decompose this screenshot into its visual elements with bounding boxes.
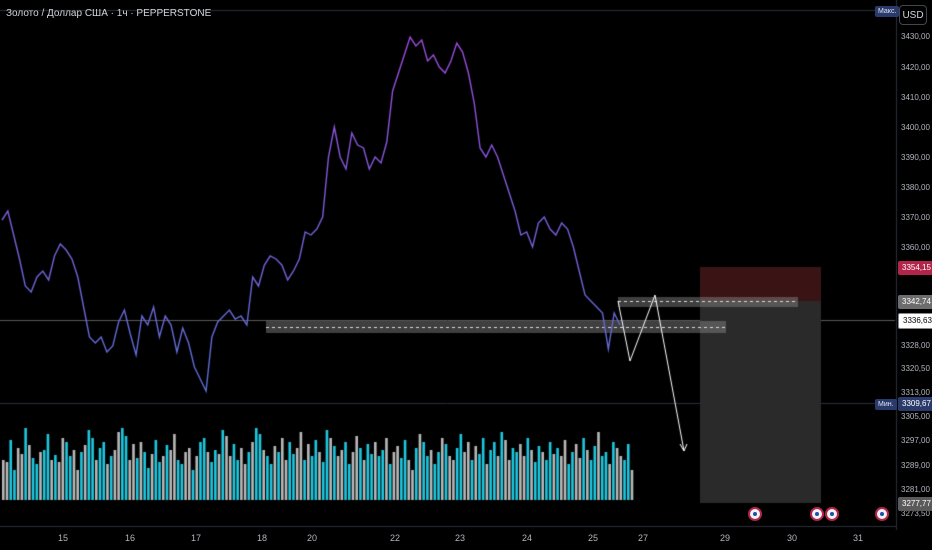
economic-event-icon[interactable] bbox=[810, 507, 824, 521]
price-tick: 3380,00 bbox=[901, 183, 930, 192]
min-price-tag: 3309,67 bbox=[898, 397, 932, 411]
date-tick: 20 bbox=[306, 533, 318, 543]
price-tick: 3281,00 bbox=[901, 485, 930, 494]
price-tick: 3289,00 bbox=[901, 461, 930, 470]
economic-event-icon[interactable] bbox=[748, 507, 762, 521]
max-price-label: Макс. bbox=[875, 6, 900, 17]
stop-price-tag: 3354,15 bbox=[898, 261, 932, 275]
min-price-label: Мин. bbox=[875, 399, 897, 410]
entry-price-tag: 3342,74 bbox=[898, 295, 932, 309]
date-tick: 15 bbox=[57, 533, 69, 543]
date-tick: 30 bbox=[786, 533, 798, 543]
price-tick: 3390,00 bbox=[901, 153, 930, 162]
date-tick: 17 bbox=[190, 533, 202, 543]
price-tick: 3313,00 bbox=[901, 388, 930, 397]
price-tick: 3400,00 bbox=[901, 123, 930, 132]
price-tick: 3370,00 bbox=[901, 213, 930, 222]
date-tick: 31 bbox=[852, 533, 864, 543]
price-tick: 3320,50 bbox=[901, 364, 930, 373]
date-tick: 27 bbox=[637, 533, 649, 543]
price-tick: 3430,00 bbox=[901, 32, 930, 41]
date-tick: 23 bbox=[454, 533, 466, 543]
date-tick: 24 bbox=[521, 533, 533, 543]
price-tick: 3420,00 bbox=[901, 63, 930, 72]
economic-event-icon[interactable] bbox=[875, 507, 889, 521]
economic-event-icon[interactable] bbox=[825, 507, 839, 521]
date-tick: 18 bbox=[256, 533, 268, 543]
symbol-title: Золото / Доллар США · 1ч · PEPPERSTONE bbox=[6, 8, 212, 19]
volume-price-tag: 3277,77 bbox=[898, 497, 932, 511]
price-tick: 3328,00 bbox=[901, 341, 930, 350]
date-tick: 25 bbox=[587, 533, 599, 543]
price-tick: 3360,00 bbox=[901, 243, 930, 252]
price-tick: 3410,00 bbox=[901, 93, 930, 102]
price-tick: 3273,50 bbox=[901, 509, 930, 518]
price-tick: 3305,00 bbox=[901, 412, 930, 421]
currency-button[interactable]: USD bbox=[899, 5, 927, 25]
price-tick: 3297,00 bbox=[901, 436, 930, 445]
current-price-tag: 3336,63 bbox=[898, 313, 932, 329]
date-tick: 16 bbox=[124, 533, 136, 543]
date-tick: 22 bbox=[389, 533, 401, 543]
date-tick: 29 bbox=[719, 533, 731, 543]
